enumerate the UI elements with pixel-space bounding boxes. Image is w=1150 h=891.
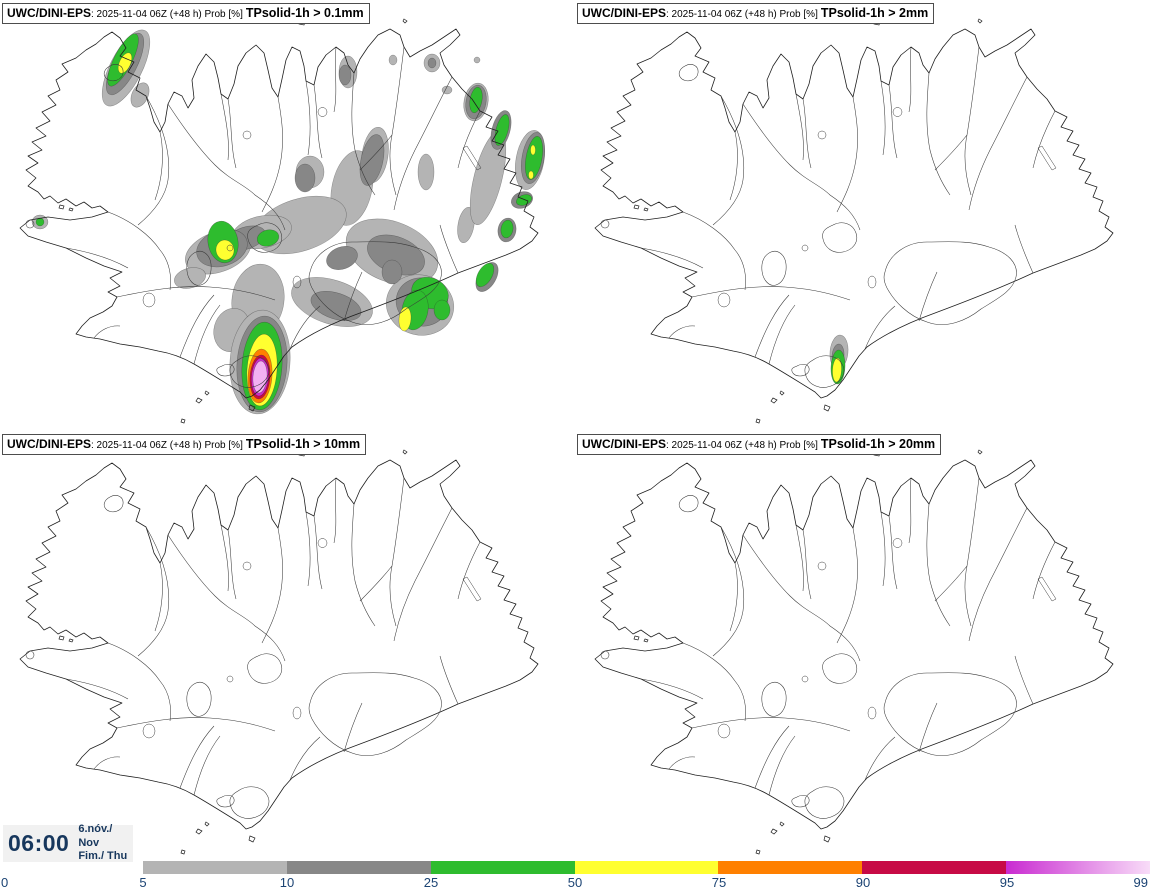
panel-title: UWC/DINI-EPS: 2025-11-04 06Z (+48 h) Pro… <box>2 3 370 24</box>
prob-blob-gray1 <box>457 206 475 244</box>
run-details: : 2025-11-04 06Z (+48 h) Prob [%] <box>91 9 243 20</box>
prob-blob-gray2 <box>381 259 403 285</box>
prob-blob-green <box>524 136 544 180</box>
prob-blob-green <box>516 194 532 206</box>
panel-tp-0p1mm: UWC/DINI-EPS: 2025-11-04 06Z (+48 h) Pro… <box>0 0 575 430</box>
panel-tp-20mm: UWC/DINI-EPS: 2025-11-04 06Z (+48 h) Pro… <box>575 431 1150 861</box>
map-panel-3 <box>19 449 539 855</box>
threshold-label: TPsolid-1h > 20mm <box>820 437 936 451</box>
prob-blob-green <box>256 229 280 247</box>
probability-field <box>829 334 849 385</box>
colorbar-tick: 10 <box>279 875 295 890</box>
valid-date-english: Fim./ Thu <box>78 850 128 863</box>
prob-blob-yellow <box>398 306 412 332</box>
colorbar-tick: 0 <box>1 875 9 890</box>
valid-date: 6.nóv./ Nov Fim./ Thu <box>78 823 133 864</box>
prob-blob-green <box>469 86 483 114</box>
prob-blob-gray2 <box>326 246 358 270</box>
colorbar-segment <box>862 861 1007 874</box>
prob-blob-green <box>494 114 510 146</box>
colorbar-segment <box>718 861 863 874</box>
colorbar-tick: 5 <box>139 875 147 890</box>
prob-blob-gray1 <box>469 131 507 225</box>
run-details: : 2025-11-04 06Z (+48 h) Prob [%] <box>666 440 818 451</box>
valid-date-icelandic: 6.nóv./ Nov <box>78 822 113 849</box>
colorbar-segment <box>574 861 719 874</box>
prob-blob-gray2 <box>338 64 352 86</box>
colorbar <box>143 861 1150 874</box>
prob-blob-gray1 <box>388 54 398 66</box>
prob-blob-gray2 <box>310 291 362 321</box>
prob-blob-yellow <box>530 144 536 156</box>
colorbar-tick: 90 <box>855 875 871 890</box>
colorbar-segment <box>286 861 431 874</box>
colorbar-tick: 75 <box>711 875 727 890</box>
valid-time-box: 06:00 6.nóv./ Nov Fim./ Thu <box>3 823 133 864</box>
run-details: : 2025-11-04 06Z (+48 h) Prob [%] <box>666 9 818 20</box>
model-name: UWC/DINI-EPS <box>582 6 666 20</box>
colorbar-segment <box>1006 861 1150 874</box>
threshold-label: TPsolid-1h > 10mm <box>245 437 361 451</box>
map-panel-4 <box>594 449 1114 855</box>
prob-blob-gray1 <box>417 153 435 191</box>
prob-blob-yellow <box>528 170 534 180</box>
prob-blob-green <box>433 299 451 321</box>
colorbar-segment <box>143 861 287 874</box>
run-details: : 2025-11-04 06Z (+48 h) Prob [%] <box>91 440 243 451</box>
prob-blob-yellow <box>117 52 133 74</box>
panel-tp-2mm: UWC/DINI-EPS: 2025-11-04 06Z (+48 h) Pro… <box>575 0 1150 430</box>
colorbar-tick: 95 <box>999 875 1015 890</box>
panel-title: UWC/DINI-EPS: 2025-11-04 06Z (+48 h) Pro… <box>2 434 367 455</box>
colorbar-segment <box>430 861 575 874</box>
threshold-label: TPsolid-1h > 0.1mm <box>245 6 364 20</box>
colorbar-tick: 25 <box>423 875 439 890</box>
colorbar-tick: 99 <box>1133 875 1148 890</box>
valid-time: 06:00 <box>8 830 70 856</box>
model-name: UWC/DINI-EPS <box>7 6 91 20</box>
prob-blob-yellow <box>832 357 842 383</box>
threshold-label: TPsolid-1h > 2mm <box>820 6 929 20</box>
model-name: UWC/DINI-EPS <box>582 437 666 451</box>
panel-tp-10mm: UWC/DINI-EPS: 2025-11-04 06Z (+48 h) Pro… <box>0 431 575 861</box>
prob-blob-gray2 <box>427 57 437 69</box>
panel-title: UWC/DINI-EPS: 2025-11-04 06Z (+48 h) Pro… <box>577 434 942 455</box>
prob-blob-green <box>475 262 495 288</box>
prob-blob-gray2 <box>359 134 385 186</box>
prob-blob-gray1 <box>473 56 481 64</box>
prob-blob-gray2 <box>294 163 316 193</box>
model-name: UWC/DINI-EPS <box>7 437 91 451</box>
colorbar-ticks: 0 5 10 25 50 75 90 95 99 <box>0 875 1150 891</box>
panel-title: UWC/DINI-EPS: 2025-11-04 06Z (+48 h) Pro… <box>577 3 935 24</box>
map-panel-2 <box>594 18 1114 424</box>
prob-blob-gray1 <box>174 267 206 289</box>
probability-field <box>31 29 545 415</box>
map-panel-1 <box>19 18 545 424</box>
colorbar-tick: 50 <box>567 875 583 890</box>
prob-blob-green <box>500 219 514 239</box>
